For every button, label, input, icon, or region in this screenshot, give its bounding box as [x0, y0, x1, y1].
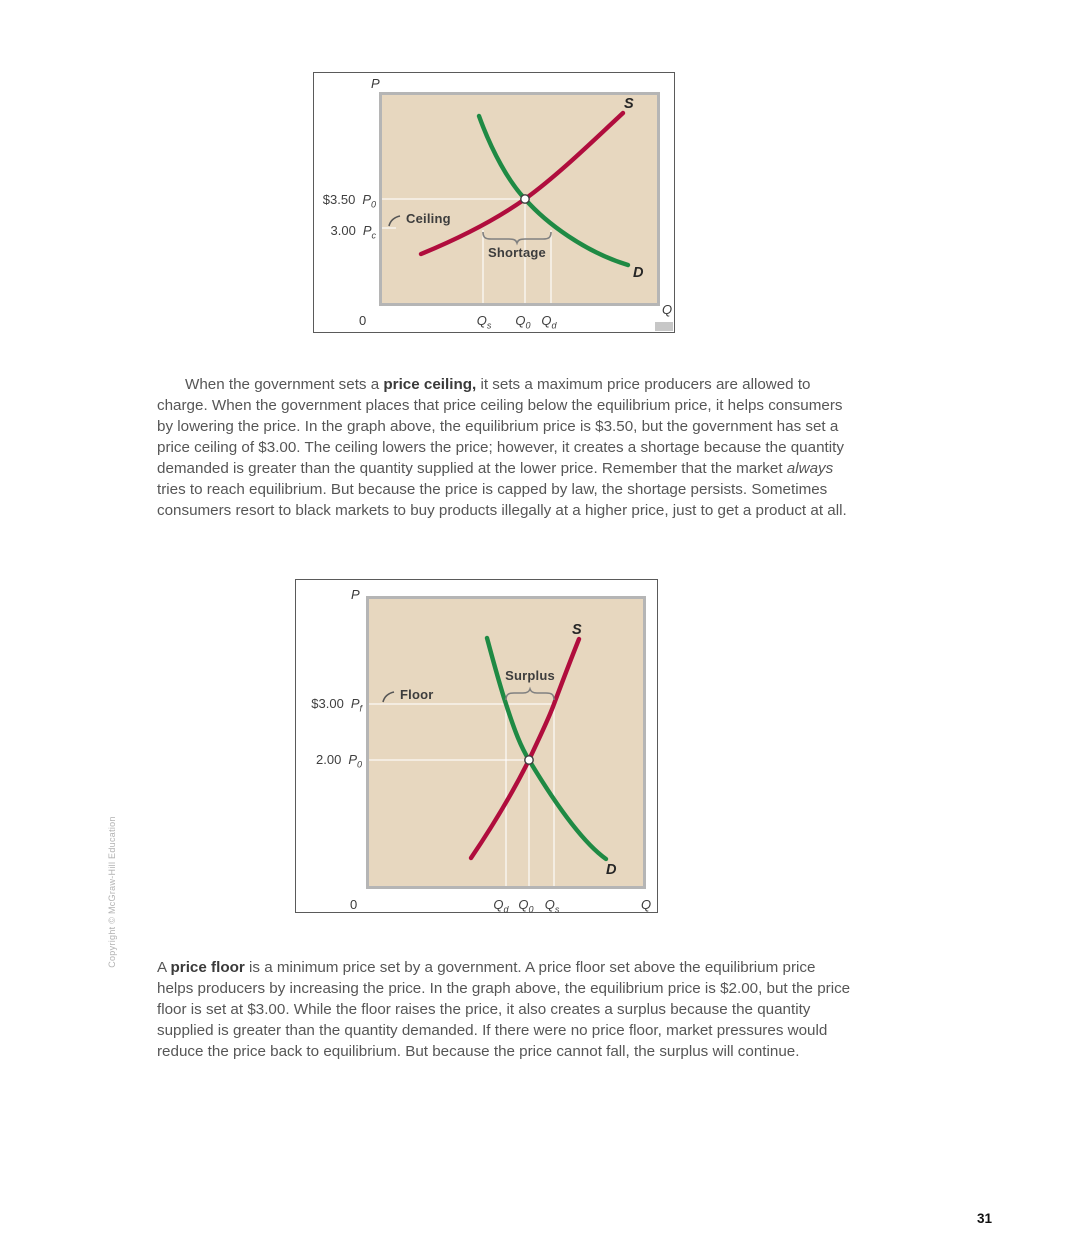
q0-label: Q0 — [518, 897, 534, 915]
paragraph-price-floor: A price floor is a minimum price set by … — [157, 959, 851, 1060]
floor-chart-svg — [366, 596, 646, 889]
demand-letter: D — [633, 265, 644, 281]
paragraph-price-ceiling: When the government sets a price ceiling… — [157, 376, 847, 519]
shortage-annotation: Shortage — [488, 245, 546, 260]
floor-annotation: Floor — [382, 687, 434, 703]
price-label-equilibrium: $3.50 P0 — [322, 192, 376, 210]
qd-label: Qd — [493, 897, 509, 915]
q-axis-label: Q — [662, 302, 673, 317]
qd-label: Qd — [541, 313, 557, 331]
origin-label: 0 — [359, 313, 367, 328]
price-label-ceiling: 3.00 Pc — [330, 223, 376, 241]
curl-arrow-icon — [388, 215, 401, 227]
plot-area-ceiling — [379, 92, 660, 306]
equilibrium-point — [524, 755, 534, 765]
q0-label: Q0 — [515, 313, 531, 331]
p-axis-label: P — [371, 76, 380, 91]
p-axis-label: P — [351, 587, 360, 602]
qs-label: Qs — [544, 897, 560, 915]
figure-price-floor: P $3.00 Pf 2.00 P0 Floor Surpl — [295, 579, 658, 915]
page-number: 31 — [977, 1211, 993, 1226]
price-label-floor: $3.00 Pf — [311, 696, 362, 714]
q-axis-label: Q — [641, 897, 652, 912]
origin-label: 0 — [350, 897, 358, 912]
supply-curve — [468, 636, 582, 861]
supply-letter: S — [572, 622, 582, 638]
demand-curve — [484, 635, 609, 862]
qs-label: Qs — [476, 313, 492, 331]
copyright-notice: Copyright © McGraw-Hill Education — [107, 816, 117, 968]
curl-arrow-icon — [382, 691, 395, 703]
figure-price-ceiling: P $3.50 P0 3.00 Pc Ceiling Sho — [313, 72, 675, 333]
equilibrium-point — [520, 194, 530, 204]
surplus-brace — [505, 686, 555, 701]
price-label-equilibrium: 2.00 P0 — [316, 752, 362, 770]
ceiling-annotation: Ceiling — [388, 211, 451, 227]
ceiling-chart-svg — [379, 92, 660, 306]
demand-letter: D — [606, 862, 617, 878]
shortage-brace — [482, 231, 552, 246]
plot-area-floor — [366, 596, 646, 889]
surplus-annotation: Surplus — [505, 668, 555, 683]
supply-letter: S — [624, 96, 634, 112]
scan-artifact — [655, 322, 673, 331]
